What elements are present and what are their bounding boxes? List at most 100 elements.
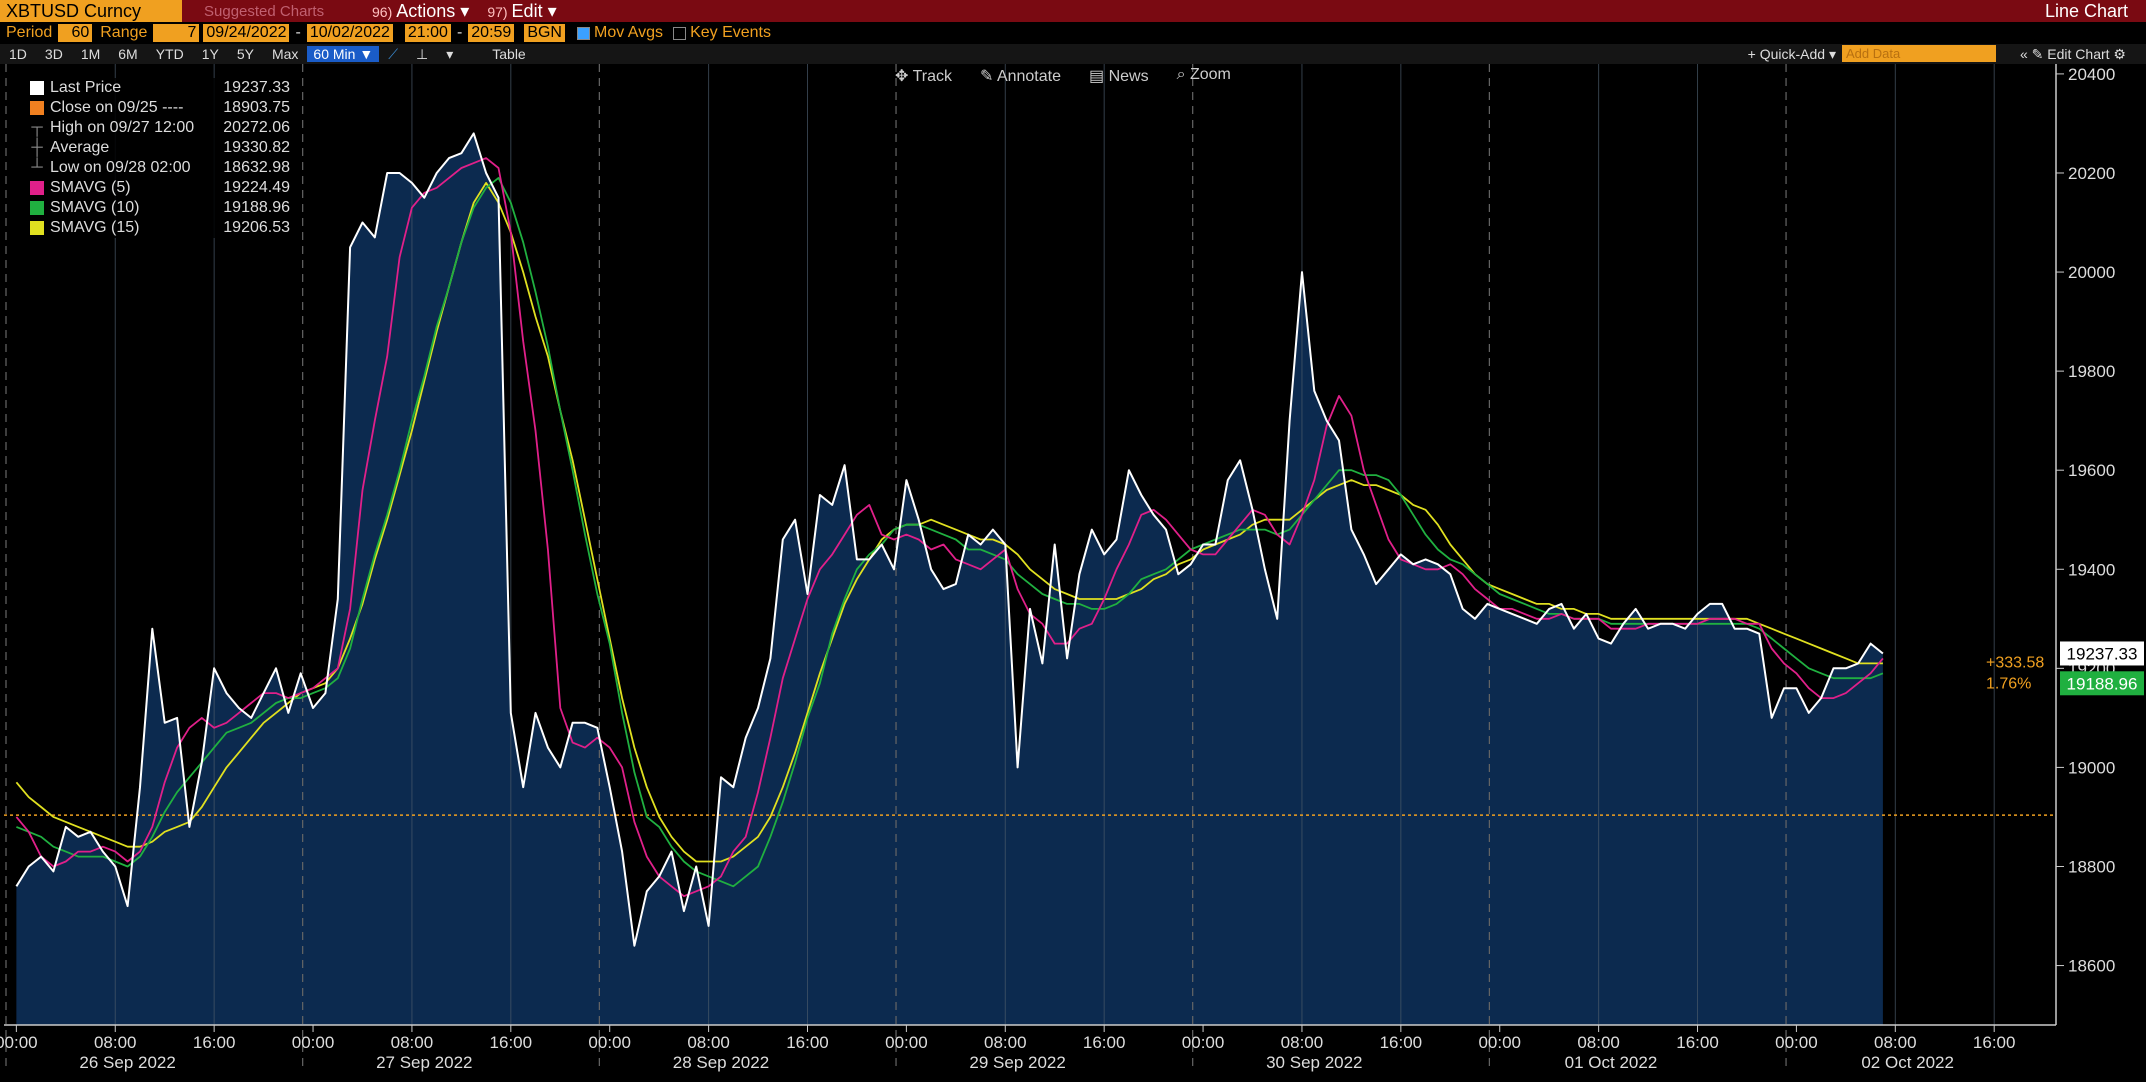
y-tick-label: 18800 (2068, 857, 2115, 876)
ticker-field[interactable]: XBTUSD Curncy (0, 0, 182, 22)
x-tick-label: 00:00 (0, 1033, 38, 1052)
x-tick-label: 08:00 (984, 1033, 1027, 1052)
title-bar: XBTUSD Curncy Suggested Charts 96) Action… (0, 0, 2146, 22)
x-tick-label: 08:00 (687, 1033, 730, 1052)
end-time-input[interactable]: 20:59 (468, 24, 515, 42)
range-max-button[interactable]: Max (271, 46, 299, 62)
date-separator: - (295, 24, 301, 41)
market-source-input[interactable]: BGN (524, 24, 565, 42)
candle-style-icon[interactable]: ⊥ (416, 45, 429, 62)
suggested-charts-button[interactable]: Suggested Charts (204, 2, 325, 20)
range-input[interactable]: 7 (153, 24, 200, 42)
edit-chart-button[interactable]: « ✎ Edit Chart ⚙ (2020, 46, 2126, 62)
x-day-label: 26 Sep 2022 (79, 1053, 175, 1072)
x-day-label: 28 Sep 2022 (673, 1053, 769, 1072)
edit-number: 97) (487, 3, 508, 20)
legend-high[interactable]: ┬ High on 09/27 12:00 20272.06 (12, 118, 290, 138)
legend-smavg10[interactable]: SMAVG (10) 19188.96 (12, 198, 290, 218)
track-tool[interactable]: ✥ Track (895, 68, 952, 85)
key-events-checkbox[interactable] (673, 26, 687, 40)
legend-close[interactable]: Close on 09/25 ---- 18903.75 (12, 98, 290, 118)
table-button[interactable]: Table (492, 46, 526, 62)
x-tick-label: 16:00 (1676, 1033, 1719, 1052)
x-tick-label: 16:00 (1083, 1033, 1126, 1052)
legend-label: High on 09/27 12:00 (50, 119, 195, 136)
legend-label: Last Price (50, 79, 122, 96)
legend-label: Low on 09/28 02:00 (50, 159, 191, 176)
news-tool[interactable]: ▤ News (1089, 68, 1149, 85)
low-marker-icon: ┴ (31, 159, 43, 176)
range-6m-button[interactable]: 6M (118, 46, 138, 62)
y-tick-label: 18600 (2068, 957, 2115, 976)
end-date-input[interactable]: 10/02/2022 (306, 24, 393, 42)
legend-smavg5[interactable]: SMAVG (5) 19224.49 (12, 178, 290, 198)
settings-row: Period 60 Range 7 09/24/2022 - 10/02/202… (0, 22, 2146, 44)
y-tick-label: 19800 (2068, 362, 2115, 381)
legend-last-price[interactable]: Last Price 19237.33 (12, 78, 290, 98)
x-tick-label: 00:00 (588, 1033, 631, 1052)
legend-average[interactable]: ┼ Average 19330.82 (12, 138, 290, 158)
legend-label: SMAVG (10) (50, 199, 140, 216)
interval-dropdown[interactable]: 60 Min ▼ (307, 46, 380, 62)
legend-label: Average (50, 139, 110, 156)
price-area-fill (16, 133, 1883, 1025)
mov-avgs-checkbox[interactable] (576, 26, 590, 40)
x-day-label: 01 Oct 2022 (1565, 1053, 1658, 1072)
y-tick-label: 19600 (2068, 461, 2115, 480)
range-label: Range (100, 24, 148, 41)
mov-avgs-label: Mov Avgs (593, 24, 664, 41)
smavg10-tag-text: 19188.96 (2067, 674, 2138, 693)
chart-legend[interactable]: Last Price 19237.33 Close on 09/25 ---- 18… (12, 78, 290, 238)
time-separator: - (456, 24, 463, 41)
x-tick-label: 16:00 (1973, 1033, 2016, 1052)
chart-tools: ✥ Track ✎ Annotate ▤ News ⌕ Zoom (895, 66, 1231, 86)
x-tick-label: 00:00 (1182, 1033, 1225, 1052)
legend-low[interactable]: ┴ Low on 09/28 02:00 18632.98 (12, 158, 290, 178)
edit-chart-label: Edit Chart (2047, 46, 2110, 62)
average-marker-icon: ┼ (31, 139, 43, 156)
range-1m-button[interactable]: 1M (80, 46, 101, 62)
legend-smavg15[interactable]: SMAVG (15) 19206.53 (12, 218, 290, 238)
x-tick-label: 08:00 (1874, 1033, 1917, 1052)
actions-label: Actions (396, 0, 456, 21)
legend-value: 19237.33 (223, 79, 290, 96)
last-price-tag: 19237.33 (2060, 641, 2144, 666)
x-tick-label: 00:00 (292, 1033, 335, 1052)
news-label: News (1108, 68, 1149, 85)
legend-swatch (30, 81, 44, 95)
legend-value: 19224.49 (223, 179, 290, 196)
start-date-input[interactable]: 09/24/2022 (203, 24, 290, 42)
legend-value: 19330.82 (223, 139, 290, 156)
quick-add-button[interactable]: + Quick-Add ▾ (1747, 46, 1836, 62)
chart-type-title: Line Chart (2044, 1, 2128, 21)
change-value-label: +333.58 (1986, 654, 2044, 671)
x-day-label: 27 Sep 2022 (376, 1053, 472, 1072)
legend-label: SMAVG (5) (50, 179, 131, 196)
annotate-label: Annotate (996, 68, 1061, 85)
range-5y-button[interactable]: 5Y (236, 46, 254, 62)
annotate-tool[interactable]: ✎ Annotate (979, 68, 1061, 85)
high-marker-icon: ┬ (31, 119, 43, 136)
add-data-input[interactable]: Add Data (1842, 45, 1996, 62)
edit-menu[interactable]: 97) Edit ▾ (487, 0, 557, 21)
actions-menu[interactable]: 96) Actions ▾ (372, 0, 470, 21)
range-ytd-button[interactable]: YTD (155, 46, 184, 62)
x-day-label: 02 Oct 2022 (1861, 1053, 1954, 1072)
legend-label: SMAVG (15) (50, 219, 140, 236)
x-tick-label: 16:00 (1380, 1033, 1423, 1052)
zoom-tool[interactable]: ⌕ Zoom (1176, 66, 1231, 83)
start-time-input[interactable]: 21:00 (404, 24, 451, 42)
zoom-label: Zoom (1189, 66, 1231, 83)
series-line-last-price (15, 132, 1884, 947)
smavg10-tag: 19188.96 (2060, 671, 2144, 696)
range-1y-button[interactable]: 1Y (201, 46, 219, 62)
line-style-icon[interactable]: ⟋ (388, 45, 399, 62)
range-1d-button[interactable]: 1D (9, 46, 27, 62)
last-price-tag-text: 19237.33 (2067, 644, 2138, 663)
x-tick-label: 00:00 (1478, 1033, 1521, 1052)
period-input[interactable]: 60 (58, 24, 93, 42)
range-3d-button[interactable]: 3D (44, 46, 63, 62)
more-dropdown-icon[interactable]: ▾ (446, 45, 454, 62)
key-events-label: Key Events (690, 24, 771, 41)
